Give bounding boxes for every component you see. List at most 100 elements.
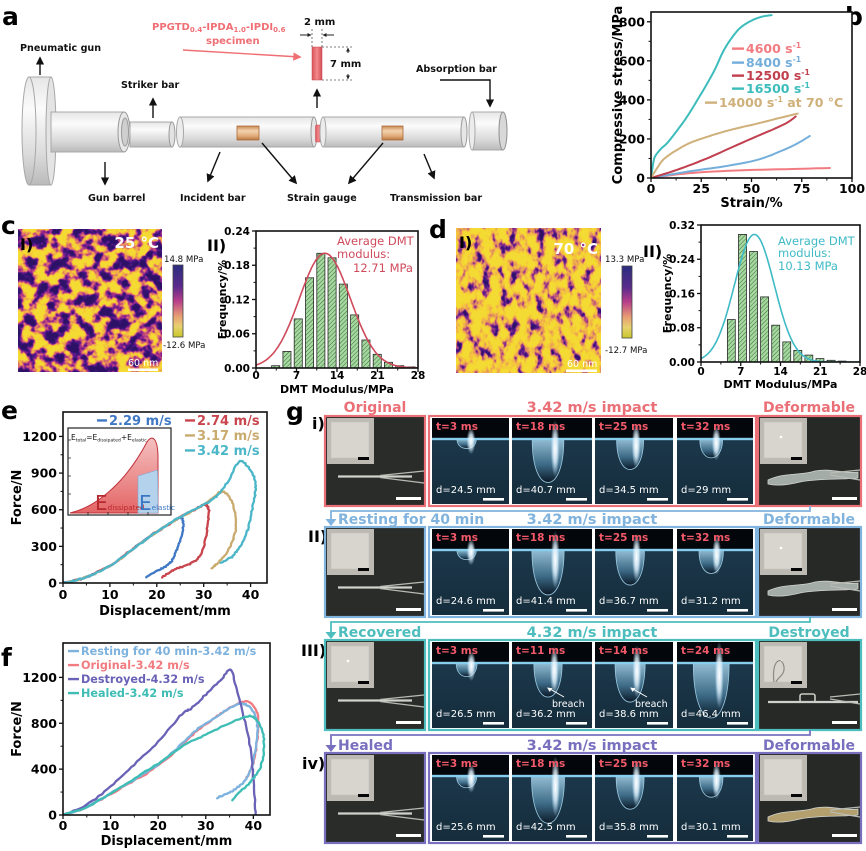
panel-a-shpb-setup: Pneumatic gun Striker bar Absorption bar… xyxy=(20,17,508,204)
frame-time-label: t=25 ms xyxy=(599,758,648,770)
absorption-bar xyxy=(468,111,508,151)
x-tick-label: 30 xyxy=(197,818,215,833)
equation-part: =E xyxy=(86,433,97,442)
x-tick-label: 10 xyxy=(102,818,120,833)
scale-bar xyxy=(566,609,587,612)
histogram-bar xyxy=(361,339,371,368)
breach-arrowhead-icon xyxy=(630,687,636,692)
y-tick-label: 0.00 xyxy=(669,357,695,369)
panel-label-f: f xyxy=(1,643,13,672)
scale-bar xyxy=(832,497,857,500)
y-tick-label: 0 xyxy=(48,576,57,591)
legend-label: Destroyed-4.32 m/s xyxy=(81,673,205,686)
row-label: III) xyxy=(301,641,326,660)
x-tick-label: 40 xyxy=(242,587,260,602)
x-tick-label: 7 xyxy=(737,366,744,378)
legend-item-2-74-m-s: 2.74 m/s xyxy=(185,414,260,429)
histogram-bar xyxy=(793,349,803,362)
equation-part: +E xyxy=(121,433,132,442)
label-striker-bar: Striker bar xyxy=(121,80,180,91)
legend-label: Original-3.42 m/s xyxy=(81,659,190,672)
label-gun-barrel: Gun barrel xyxy=(88,193,145,204)
deformed-specimen xyxy=(767,580,859,597)
impact-frame: t=32 ms d=31.2 mm xyxy=(677,529,753,615)
sequence-connector-line xyxy=(330,617,811,633)
scale-bar xyxy=(128,368,158,371)
gun-barrel xyxy=(50,111,131,153)
height-dimension: 7 mm xyxy=(330,59,361,70)
frame-time-label: t=3 ms xyxy=(436,645,478,657)
breach-arrow xyxy=(632,688,648,698)
x-tick-label: 0 xyxy=(59,818,68,833)
histogram-label: II) xyxy=(643,242,662,261)
impactor-glare xyxy=(631,759,641,808)
scale-bar xyxy=(727,609,748,612)
x-axis-label: Displacement/mm xyxy=(101,834,233,849)
y-tick-label: 0.24 xyxy=(224,226,250,238)
series-line-3-42-m-s xyxy=(63,459,258,583)
histogram-annotation: Average DMT modulus: 10.13 MPa xyxy=(778,234,856,273)
legend-label: 8400 s-1 xyxy=(746,55,801,70)
tweezers xyxy=(379,581,425,595)
chart-legend: Resting for 40 min-3.42 m/sOriginal-3.42… xyxy=(68,645,257,700)
arrow-icon xyxy=(261,142,298,185)
deformed-specimen xyxy=(767,469,859,486)
transmission-start xyxy=(319,116,327,148)
inset-scale-bar xyxy=(358,681,369,684)
frame-dark-band xyxy=(677,642,753,662)
equation-part: E xyxy=(71,433,76,442)
row-impact-title: 3.42 m/s impact xyxy=(527,512,658,528)
gun-disk-face xyxy=(21,76,37,186)
impactor-glare xyxy=(711,425,721,461)
series-line-healed-3-42-m-s xyxy=(63,714,266,815)
scale-bar xyxy=(832,834,857,837)
scale-bar-label: 60 nm xyxy=(567,359,597,370)
high-speed-frames: t=3 msd=26.5 mmt=11 msd=36.2 mmbreacht=1… xyxy=(427,638,758,732)
formula-part: -IPDI xyxy=(246,22,273,33)
x-axis-label: DMT Modulus/MPa xyxy=(280,383,394,396)
frame-depth-label: d=40.7 mm xyxy=(516,485,576,496)
strain-gauge-2 xyxy=(381,125,404,141)
scale-bar xyxy=(566,722,587,725)
legend-item-3-17-m-s: 3.17 m/s xyxy=(185,429,260,444)
row-left-title: Healed xyxy=(338,738,393,754)
y-axis-label: Force/N xyxy=(10,701,25,757)
legend-name: 3.42 m/s xyxy=(197,444,260,459)
width-dimension: 2 mm xyxy=(304,17,335,28)
impact-frame: t=25 ms d=34.5 mm xyxy=(595,418,673,504)
legend-item-resting-for-40-min-3-42-m-s: Resting for 40 min-3.42 m/s xyxy=(68,645,257,658)
panel-d-modulus-histogram: 0 7 14 21 28 0.00 0.08 0.16 0.24 0.32 DMT Modulus/… xyxy=(661,220,866,391)
histogram-bar xyxy=(749,251,758,362)
temperature-label: 70 °C xyxy=(553,240,598,258)
impact-frame: t=3 ms d=26.5 mm xyxy=(432,642,509,728)
histogram-bar xyxy=(727,319,736,362)
panel-label-c: c xyxy=(1,211,16,240)
histogram-bar xyxy=(316,252,326,368)
down-arrow-icon xyxy=(325,632,337,639)
y-axis-label: Frequency/% xyxy=(661,254,674,333)
y-tick-label: 0.32 xyxy=(669,220,695,232)
label-transmission-bar: Transmission bar xyxy=(390,193,482,204)
row-label: i) xyxy=(312,414,325,433)
histogram-bar xyxy=(271,365,281,368)
scale-bar xyxy=(832,608,857,611)
legend-name: 12500 s xyxy=(746,68,801,83)
impactor-glare xyxy=(632,645,642,699)
frame-depth-label: d=36.7 mm xyxy=(599,596,659,607)
x-tick-label: 40 xyxy=(245,818,263,833)
sequence-connector-line xyxy=(330,730,811,746)
colorbar xyxy=(172,264,184,338)
plot-background xyxy=(63,643,270,815)
y-tick-label: 200 xyxy=(619,131,645,146)
annotation-line: Average DMT xyxy=(337,234,415,248)
breach-arrowhead-icon xyxy=(547,687,553,692)
label-pneumatic-gun: Pneumatic gun xyxy=(20,43,101,54)
inset-ticks xyxy=(68,439,149,515)
legend-label: Healed-3.42 m/s xyxy=(81,687,184,700)
scale-bar xyxy=(396,834,421,837)
impact-frame: t=3 ms d=24.6 mm xyxy=(432,529,509,615)
plot-area xyxy=(651,14,831,178)
annotation-line: modulus: xyxy=(337,247,390,261)
legend-suffix: at 70 °C xyxy=(783,95,843,110)
